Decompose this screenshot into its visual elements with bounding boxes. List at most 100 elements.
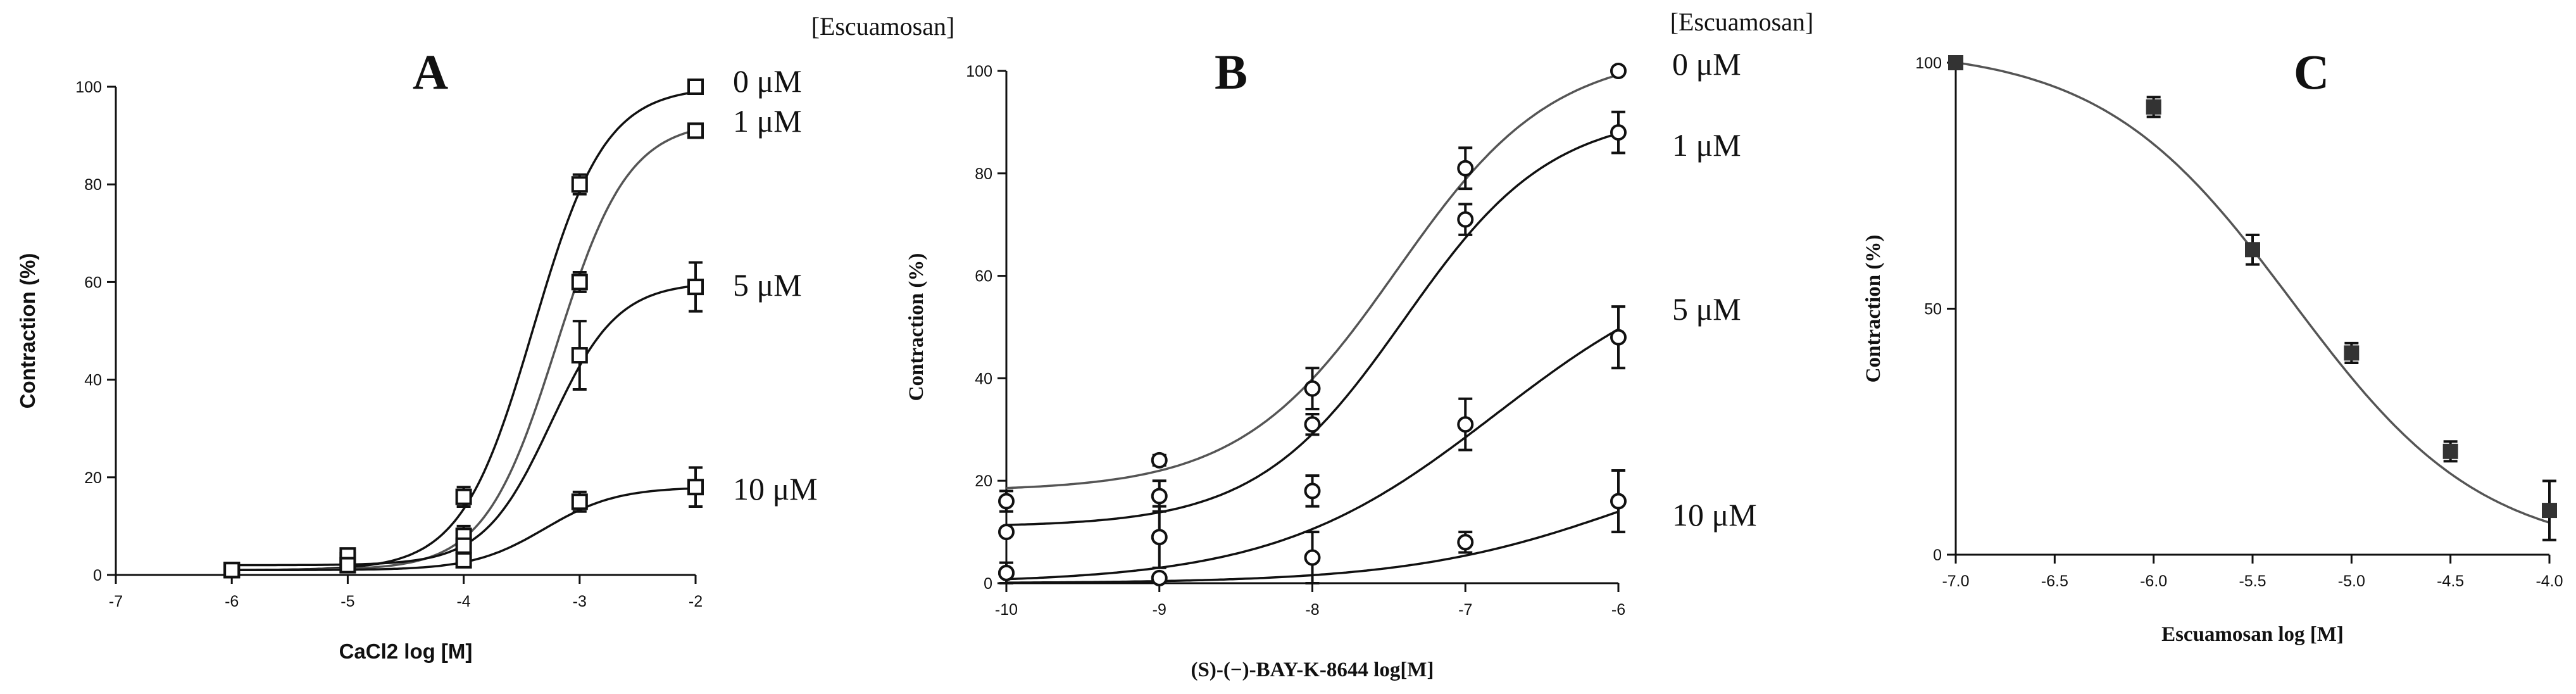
fit-curve xyxy=(1006,328,1619,581)
series-1: 0 μM xyxy=(998,46,1741,513)
x-tick-label: -10 xyxy=(995,601,1018,619)
data-point xyxy=(1151,451,1168,469)
series-4: 10 μM xyxy=(998,469,1757,586)
x-tick-label: -6 xyxy=(1611,601,1625,619)
x-tick-label: -7 xyxy=(109,593,123,610)
series-2: 1 μM xyxy=(223,103,802,579)
series-4: 10 μM xyxy=(223,466,818,579)
data-point xyxy=(2344,345,2360,361)
data-point xyxy=(687,122,704,139)
data-point xyxy=(455,488,472,505)
x-tick-label: -7.0 xyxy=(1942,572,1969,590)
x-tick-label: -5 xyxy=(341,593,354,610)
x-tick-label: -5.5 xyxy=(2239,572,2266,590)
series-label: 1 μM xyxy=(1672,127,1741,163)
x-tick-label: -6 xyxy=(225,593,239,610)
data-point xyxy=(571,493,588,510)
series-3: 5 μM xyxy=(223,261,802,579)
series-label: 10 μM xyxy=(1672,497,1757,533)
series-1: 0 μM xyxy=(223,63,802,579)
data-point xyxy=(1151,488,1168,505)
x-tick-label: -9 xyxy=(1153,601,1166,619)
series-label: 0 μM xyxy=(733,63,802,99)
panel-label: C xyxy=(2294,44,2329,99)
x-axis-title: CaCl2 log [M] xyxy=(339,640,473,663)
y-tick-label: 40 xyxy=(84,372,102,389)
data-point xyxy=(1457,160,1474,177)
y-axis-title: Contraction (%) xyxy=(16,253,39,409)
data-point xyxy=(2245,242,2260,258)
data-point xyxy=(1948,55,1963,70)
legend-title: [Escuamosan] xyxy=(1670,8,1814,36)
panel-c: 0 50 100 -7.0 -6.5 -6.0 -5.5 -5.0 -4.5 -4.0 Escuam… xyxy=(1862,44,2563,646)
y-tick-label: 100 xyxy=(1915,54,1942,72)
data-point xyxy=(571,347,588,364)
data-point xyxy=(1457,211,1474,228)
data-point xyxy=(687,279,704,296)
y-tick-label: 100 xyxy=(966,63,992,80)
data-point xyxy=(1151,569,1168,586)
data-point xyxy=(998,524,1015,541)
data-point xyxy=(687,479,704,496)
data-point xyxy=(1457,416,1474,433)
y-axis-title: Contraction (%) xyxy=(905,253,928,401)
y-tick-label: 0 xyxy=(984,575,992,593)
y-tick-label: 0 xyxy=(1933,546,1942,564)
data-point xyxy=(571,274,588,291)
y-tick-label: 60 xyxy=(84,274,102,291)
series-2: 1 μM xyxy=(998,110,1741,541)
legend-title: [Escuamosan] xyxy=(811,12,955,41)
panel-label: B xyxy=(1215,44,1247,99)
series-1 xyxy=(1948,55,2557,541)
data-point xyxy=(2542,503,2557,519)
y-axis-title: Contraction (%) xyxy=(1862,235,1885,383)
data-point xyxy=(1304,483,1321,500)
fit-curve xyxy=(1006,132,1619,526)
x-tick-label: -7 xyxy=(1458,601,1472,619)
x-tick-label: -4 xyxy=(456,593,470,610)
x-tick-label: -4.0 xyxy=(2535,572,2563,590)
data-point xyxy=(687,79,704,95)
x-tick-label: -3 xyxy=(573,593,587,610)
data-point xyxy=(1610,124,1627,141)
y-tick-label: 0 xyxy=(93,567,102,584)
data-point xyxy=(571,176,588,193)
y-tick-label: 50 xyxy=(1924,301,1942,319)
fit-curve xyxy=(232,284,696,567)
panel-label: A xyxy=(413,44,448,99)
series-label: 5 μM xyxy=(733,267,802,303)
panel-b: 0 20 40 60 80 100 -10 -9 -8 -7 -6 (S)-(−)-BAY-K-864… xyxy=(905,8,1813,681)
y-tick-label: 80 xyxy=(84,176,102,194)
y-tick-label: 40 xyxy=(975,370,992,388)
data-point xyxy=(2442,443,2458,459)
series-3: 5 μM xyxy=(998,291,1741,584)
data-point xyxy=(998,493,1015,510)
data-point xyxy=(998,564,1015,581)
x-axis-title: (S)-(−)-BAY-K-8644 log[M] xyxy=(1191,659,1434,681)
data-point xyxy=(455,537,472,554)
series-label: 0 μM xyxy=(1672,46,1741,82)
x-axis-title: Escuamosan log [M] xyxy=(2161,623,2344,646)
y-tick-label: 20 xyxy=(975,472,992,490)
data-point xyxy=(1610,329,1627,346)
data-point xyxy=(1610,493,1627,510)
data-point xyxy=(1610,63,1627,79)
x-tick-label: -2 xyxy=(689,593,703,610)
data-point xyxy=(2146,99,2161,115)
x-tick-label: -5.0 xyxy=(2338,572,2365,590)
series-label: 5 μM xyxy=(1672,291,1741,327)
y-tick-label: 20 xyxy=(84,469,102,487)
data-point xyxy=(1151,529,1168,546)
data-point xyxy=(455,552,472,569)
x-tick-label: -6.0 xyxy=(2140,572,2167,590)
y-tick-label: 80 xyxy=(975,165,992,183)
y-tick-label: 60 xyxy=(975,268,992,286)
data-point xyxy=(1304,416,1321,433)
x-tick-label: -8 xyxy=(1305,601,1319,619)
y-tick-label: 100 xyxy=(75,79,102,96)
data-point xyxy=(1457,534,1474,551)
data-point xyxy=(1304,549,1321,566)
x-tick-label: -4.5 xyxy=(2437,572,2464,590)
data-point xyxy=(223,562,241,579)
